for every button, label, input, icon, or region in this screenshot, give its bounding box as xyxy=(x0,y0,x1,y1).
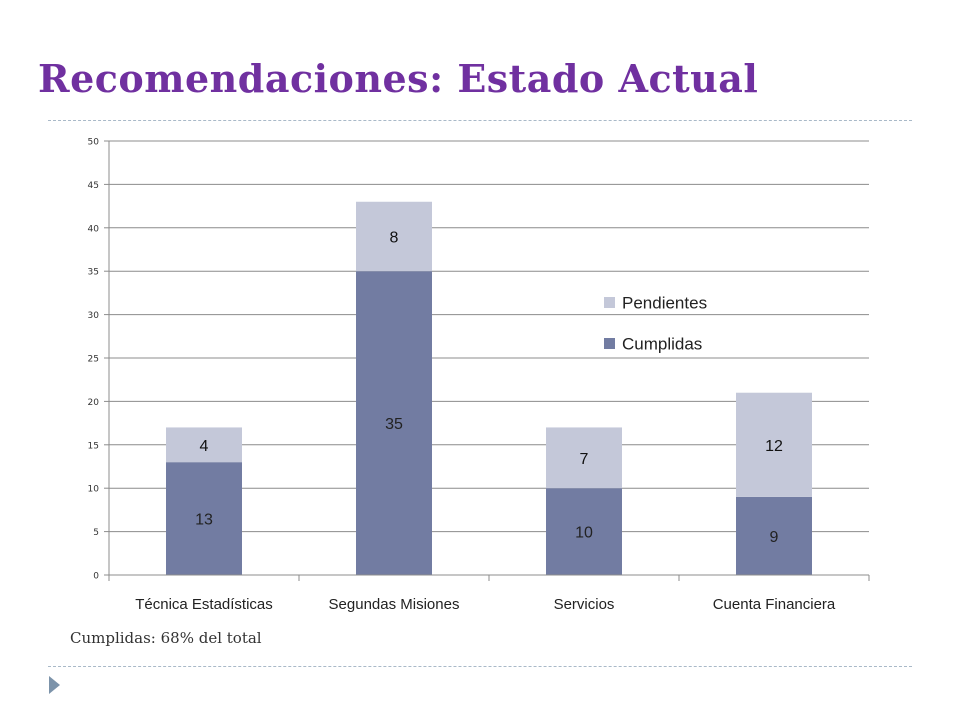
y-tick-label: 0 xyxy=(93,572,99,582)
y-tick-label: 40 xyxy=(88,224,100,234)
y-tick-label: 50 xyxy=(88,138,100,148)
chart-caption: Cumplidas: 68% del total xyxy=(70,629,262,647)
title-divider xyxy=(48,120,912,121)
x-tick-label: Cuenta Financiera xyxy=(713,596,836,613)
axis-layer: 0 5 10 15 20 25 30 35 40 45 50 Técnica Estadísticas… xyxy=(88,138,870,613)
data-label: 13 xyxy=(195,512,213,529)
y-tick-label: 20 xyxy=(88,398,100,408)
y-tick-label: 45 xyxy=(88,181,99,191)
y-tick-label: 10 xyxy=(88,485,100,495)
y-tick-label: 30 xyxy=(88,311,100,321)
y-tick-label: 35 xyxy=(88,268,99,278)
bar-pendientes xyxy=(736,392,812,497)
bar-pendientes xyxy=(546,427,622,489)
y-tick-label: 15 xyxy=(88,441,99,451)
bar-cumplidas xyxy=(546,488,622,575)
bar-cumplidas xyxy=(356,271,432,575)
data-label: 7 xyxy=(580,451,589,468)
x-tick-label: Segundas Misiones xyxy=(329,596,460,613)
data-label: 9 xyxy=(770,529,779,546)
bullet-arrow-icon xyxy=(49,676,60,694)
bar-pendientes xyxy=(356,201,432,272)
bar-pendientes xyxy=(166,427,242,463)
slide-title: Recomendaciones: Estado Actual xyxy=(38,56,759,101)
legend-swatch-pendientes xyxy=(604,297,615,308)
x-tick-label: Técnica Estadísticas xyxy=(135,596,273,613)
bar-cumplidas xyxy=(736,496,812,575)
bar-cumplidas xyxy=(166,462,242,575)
y-tick-label: 25 xyxy=(88,355,99,365)
data-label: 35 xyxy=(385,416,403,433)
legend-swatch-cumplidas xyxy=(604,338,615,349)
y-tick-label: 5 xyxy=(93,528,99,538)
data-label: 12 xyxy=(765,438,783,455)
footer-divider xyxy=(48,666,912,667)
legend-label-cumplidas: Cumplidas xyxy=(622,335,702,354)
legend: Pendientes Cumplidas xyxy=(604,294,707,354)
bar-layer: 13 4 35 8 10 7 9 12 xyxy=(166,201,812,575)
x-tick-label: Servicios xyxy=(554,596,615,613)
data-label: 10 xyxy=(575,525,593,542)
data-label: 4 xyxy=(200,438,209,455)
legend-label-pendientes: Pendientes xyxy=(622,294,707,313)
data-label: 8 xyxy=(390,229,399,246)
